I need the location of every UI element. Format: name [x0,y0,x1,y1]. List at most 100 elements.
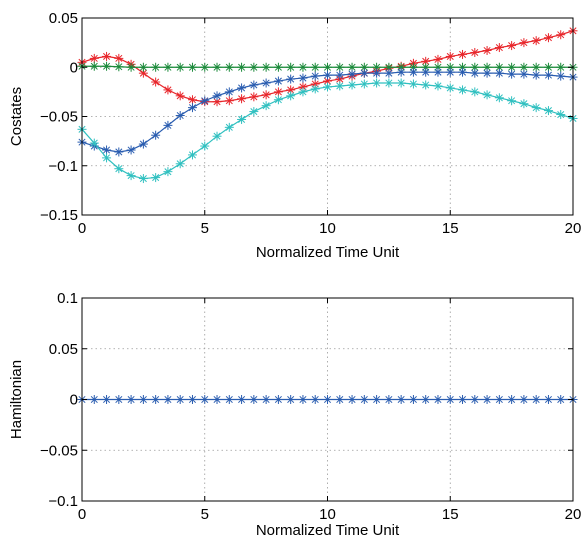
costates-data-point [470,47,480,57]
costates-data-point [261,62,271,72]
costates-data-point [224,122,234,132]
costates-data-point [175,91,185,101]
costates-data-point [445,67,455,77]
costates-data-point [556,110,566,120]
costates-data-point [273,95,283,105]
costates-data-point [175,62,185,72]
costates-data-point [482,46,492,56]
hamiltonian-y-tick-label: 0.1 [57,290,78,307]
hamiltonian-data-point [507,395,517,404]
costates-series-3 [77,67,578,157]
hamiltonian-data-point [286,395,296,404]
costates-data-point [384,78,394,88]
hamiltonian-data-point [298,395,308,404]
costates-x-tick-label: 15 [442,220,459,237]
hamiltonian-x-tick-label: 5 [201,506,209,523]
costates-data-point [237,83,247,93]
hamiltonian-data-point [200,395,210,404]
hamiltonian-data-point [126,395,136,404]
costates-data-point [249,62,259,72]
costates-data-point [494,68,504,78]
hamiltonian-data-point [151,395,161,404]
hamiltonian-data-point [187,395,197,404]
hamiltonian-data-point [224,395,234,404]
costates-data-point [482,62,492,72]
costates-data-point [347,80,357,90]
costates-data-point [543,33,553,43]
costates-data-point [237,62,247,72]
hamiltonian-data-point [323,395,332,404]
costates-data-point [249,107,259,117]
costates-data-point [200,62,210,72]
costates-data-point [102,145,112,155]
costates-data-point [286,74,296,84]
hamiltonian-x-tick-label: 20 [565,506,582,523]
hamiltonian-data-point [102,395,112,404]
costates-panel: 0 5 10 15 20 0.05 0 −0.05 −0.1 −0.15 Normalized … [8,10,581,261]
costates-data-point [310,62,320,72]
costates-data-point [531,36,541,46]
hamiltonian-y-ticks: 0.1 0.05 0 −0.05 −0.1 [40,290,573,510]
costates-data-point [114,164,124,174]
hamiltonian-data-point [421,395,431,404]
costates-data-point [163,167,173,177]
costates-data-point [384,68,394,78]
costates-data-point [470,87,480,97]
costates-data-point [151,77,161,87]
hamiltonian-x-axis-label: Normalized Time Unit [256,522,400,539]
costates-data-point [237,94,247,104]
costates-data-point [261,78,271,88]
costates-data-point [298,62,308,72]
hamiltonian-data-point [494,395,504,404]
costates-data-point [519,69,529,79]
costates-data-point [359,62,369,72]
hamiltonian-data-point [261,395,271,404]
costates-data-point [433,54,443,64]
costates-data-point [114,147,124,157]
costates-y-tick-label: 0.05 [49,10,78,27]
costates-data-point [175,111,185,121]
costates-data-point [396,67,406,77]
costates-data-point [458,85,468,95]
costates-data-point [200,96,210,106]
hamiltonian-data-point [408,395,418,404]
hamiltonian-data-point [237,395,247,404]
hamiltonian-data-point [556,395,566,404]
hamiltonian-x-tick-label: 0 [78,506,86,523]
costates-data-point [138,174,148,184]
costates-data-point [237,114,247,124]
costates-data-point [396,78,406,88]
costates-data-point [347,62,357,72]
hamiltonian-data-point [445,395,455,404]
costates-data-point [163,120,173,130]
hamiltonian-data-point [335,395,345,404]
costates-data-point [507,96,517,106]
costates-data-point [151,130,161,140]
costates-x-tick-label: 5 [201,220,209,237]
hamiltonian-data-point [114,395,124,404]
hamiltonian-y-tick-label: −0.1 [48,493,78,510]
costates-data-point [421,80,431,90]
costates-y-tick-label: −0.05 [40,109,78,126]
costates-data-point [482,90,492,100]
costates-data-point [286,91,296,101]
costates-data-point [531,103,541,113]
hamiltonian-data-point [163,395,173,404]
costates-data-point [323,62,332,72]
hamiltonian-series [77,395,578,404]
costates-data-point [212,62,222,72]
costates-data-point [372,78,382,88]
hamiltonian-series-1 [77,395,578,404]
hamiltonian-x-tick-label: 10 [319,506,336,523]
costates-data-point [543,62,553,72]
hamiltonian-data-point [482,395,492,404]
costates-data-point [224,87,234,97]
costates-y-tick-label: −0.1 [48,158,78,175]
costates-data-point [433,81,443,91]
costates-data-point [458,49,468,59]
costates-data-point [372,68,382,78]
hamiltonian-data-point [372,395,382,404]
costates-data-point [273,62,283,72]
costates-data-point [89,61,99,71]
